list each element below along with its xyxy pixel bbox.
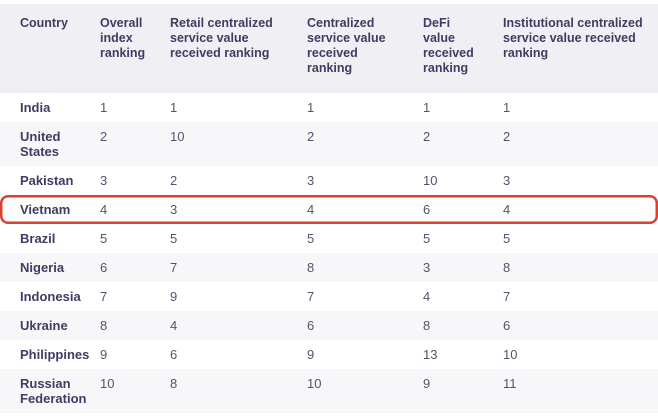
- column-header: Institutional centralized service value …: [503, 16, 643, 60]
- value-cell: 1: [503, 100, 511, 115]
- value-cell: 5: [100, 231, 108, 246]
- country-cell: Nigeria: [20, 260, 65, 275]
- country-cell: Pakistan: [20, 173, 74, 188]
- value-cell: 1: [423, 100, 431, 115]
- country-cell: Vietnam: [20, 202, 71, 217]
- value-cell: 3: [100, 173, 108, 188]
- table-row: Brazil 5 5 5 5 5: [0, 224, 658, 253]
- value-cell: 2: [100, 129, 108, 144]
- table-row: Ukraine 8 4 6 8 6: [0, 311, 658, 340]
- column-header: Centralized service value received ranki…: [307, 16, 386, 75]
- value-cell: 7: [503, 289, 511, 304]
- country-cell: Ukraine: [20, 318, 68, 333]
- table-row: India 1 1 1 1 1: [0, 93, 658, 122]
- value-cell: 5: [503, 231, 511, 246]
- value-cell: 4: [170, 318, 178, 333]
- country-cell: United States: [20, 129, 61, 159]
- table-row: United States 2 10 2 2 2: [0, 122, 658, 166]
- value-cell: 5: [307, 231, 315, 246]
- value-cell: 2: [307, 129, 315, 144]
- value-cell: 1: [307, 100, 315, 115]
- value-cell: 8: [423, 318, 431, 333]
- column-header: Overall index ranking: [100, 16, 146, 60]
- value-cell: 9: [100, 347, 108, 362]
- value-cell: 3: [423, 260, 431, 275]
- country-cell: Philippines: [20, 347, 90, 362]
- column-header: Retail centralized service value receive…: [170, 16, 273, 60]
- value-cell: 13: [423, 347, 438, 362]
- value-cell: 10: [307, 376, 322, 391]
- value-cell: 4: [100, 202, 108, 217]
- value-cell: 8: [503, 260, 511, 275]
- value-cell: 3: [307, 173, 315, 188]
- table-row: Nigeria 6 7 8 3 8: [0, 253, 658, 282]
- value-cell: 10: [170, 129, 185, 144]
- value-cell: 3: [170, 202, 178, 217]
- value-cell: 4: [307, 202, 315, 217]
- value-cell: 11: [503, 376, 517, 391]
- value-cell: 10: [423, 173, 438, 188]
- value-cell: 6: [503, 318, 511, 333]
- country-cell: Brazil: [20, 231, 56, 246]
- value-cell: 6: [307, 318, 315, 333]
- value-cell: 8: [100, 318, 108, 333]
- value-cell: 10: [503, 347, 518, 362]
- value-cell: 8: [307, 260, 315, 275]
- table-row: Pakistan 3 2 3 10 3: [0, 166, 658, 195]
- value-cell: 10: [100, 376, 115, 391]
- value-cell: 9: [170, 289, 178, 304]
- country-cell: Russian Federation: [20, 376, 87, 406]
- table-row: Philippines 9 6 9 13 10: [0, 340, 658, 369]
- value-cell: 9: [307, 347, 315, 362]
- value-cell: 2: [503, 129, 511, 144]
- value-cell: 4: [503, 202, 511, 217]
- value-cell: 6: [423, 202, 431, 217]
- value-cell: 6: [170, 347, 178, 362]
- value-cell: 5: [170, 231, 178, 246]
- value-cell: 9: [423, 376, 431, 391]
- value-cell: 6: [100, 260, 108, 275]
- value-cell: 5: [423, 231, 431, 246]
- table-row-highlighted: Vietnam 4 3 4 6 4: [0, 195, 658, 224]
- value-cell: 3: [503, 173, 511, 188]
- country-cell: Indonesia: [20, 289, 81, 304]
- value-cell: 1: [100, 100, 108, 115]
- value-cell: 4: [423, 289, 431, 304]
- value-cell: 2: [423, 129, 431, 144]
- value-cell: 7: [170, 260, 178, 275]
- table-header-row: Country Overall index ranking Retail centr…: [0, 4, 658, 93]
- value-cell: 7: [307, 289, 315, 304]
- column-header: DeFi value received ranking: [423, 16, 474, 75]
- table-body: India 1 1 1 1 1 United States 2 10 2 2 2 Pakistan 3 2 3…: [0, 93, 658, 413]
- table-row: Indonesia 7 9 7 4 7: [0, 282, 658, 311]
- value-cell: 7: [100, 289, 108, 304]
- value-cell: 1: [170, 100, 178, 115]
- country-cell: India: [20, 100, 51, 115]
- value-cell: 2: [170, 173, 178, 188]
- column-header: Country: [20, 16, 68, 30]
- table-row: Russian Federation 10 8 10 9 11: [0, 369, 658, 413]
- value-cell: 8: [170, 376, 178, 391]
